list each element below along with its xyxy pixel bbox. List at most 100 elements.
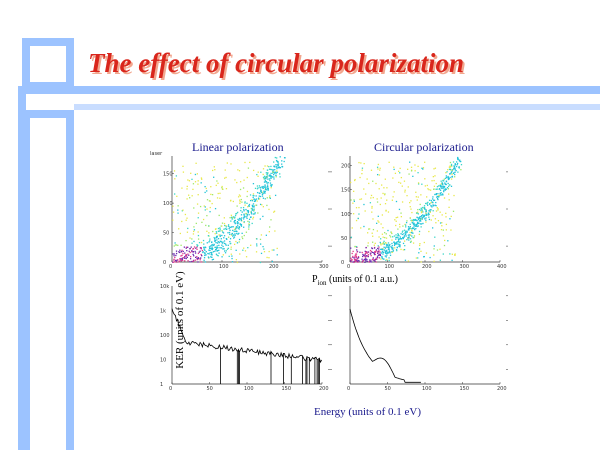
scatter-point — [361, 260, 364, 262]
scatter-point — [383, 194, 386, 196]
scatter-point — [264, 180, 266, 182]
scatter-point — [177, 209, 179, 211]
scatter-point — [240, 218, 242, 221]
scatter-point — [213, 166, 215, 168]
scatter-point — [409, 241, 412, 243]
scatter-point — [176, 261, 178, 263]
scatter-point — [405, 232, 407, 234]
scatter-point — [376, 251, 379, 253]
scatter-point — [276, 247, 278, 250]
scatter-point — [248, 226, 250, 228]
scatter-point — [409, 234, 412, 236]
scatter-point — [368, 228, 370, 230]
scatter-point — [414, 170, 416, 172]
scatter-point — [222, 232, 225, 234]
scatter-point — [369, 202, 372, 204]
scatter-point — [272, 172, 274, 174]
scatter-point — [223, 222, 226, 225]
scatter-point — [194, 259, 197, 261]
scatter-point — [414, 229, 416, 231]
scatter-point — [437, 193, 439, 195]
scatter-point — [382, 249, 384, 251]
scatter-point — [444, 189, 447, 191]
scatter-point — [201, 221, 203, 224]
scatter-point — [208, 257, 210, 259]
scatter-point — [198, 241, 201, 244]
scatter-point — [223, 240, 226, 242]
scatter-point — [195, 247, 197, 249]
scatter-point — [443, 189, 445, 191]
scatter-point — [375, 261, 377, 263]
scatter-point — [210, 186, 212, 188]
scatter-point — [450, 229, 452, 231]
scatter-point — [429, 189, 432, 191]
scatter-point — [283, 160, 285, 163]
scatter-point — [364, 210, 366, 212]
scatter-point — [399, 246, 401, 248]
scatter-point — [192, 183, 195, 185]
scatter-point — [416, 216, 418, 218]
scatter-point — [238, 238, 241, 241]
scatter-point — [268, 250, 270, 253]
scatter-point — [255, 199, 257, 201]
scatter-point — [398, 241, 401, 243]
scatter-point — [364, 252, 367, 255]
scatter-point — [439, 189, 442, 191]
scatter-point — [396, 246, 398, 249]
scatter-point — [275, 172, 278, 174]
scatter-point — [370, 259, 372, 261]
scatter-point — [428, 218, 431, 221]
scatter-point — [245, 213, 247, 215]
scatter-point — [231, 255, 233, 257]
scatter-point — [458, 166, 460, 168]
scatter-point — [279, 173, 281, 175]
scatter-point — [177, 205, 179, 207]
scatter-point — [374, 253, 377, 256]
scatter-point — [457, 171, 459, 173]
scatter-point — [221, 244, 223, 246]
scatter-point — [354, 179, 356, 182]
scatter-point — [216, 247, 218, 249]
scatter-point — [370, 250, 373, 253]
scatter-point — [215, 228, 217, 230]
scatter-point — [255, 198, 258, 200]
scatter-point — [361, 255, 364, 258]
scatter-point — [235, 213, 237, 215]
scatter-point — [379, 169, 381, 171]
scatter-point — [268, 257, 270, 259]
scatter-point — [262, 168, 265, 170]
scatter-point — [187, 253, 189, 255]
scatter-point — [415, 196, 418, 198]
scatter-point — [185, 253, 187, 256]
hist-x-tick-label: 50 — [207, 386, 213, 392]
scatter-point — [385, 244, 388, 246]
scatter-point — [413, 223, 415, 225]
scatter-point — [223, 237, 225, 239]
scatter-point — [246, 215, 248, 217]
scatter-point — [253, 213, 256, 215]
scatter-point — [352, 255, 354, 258]
scatter-point — [365, 259, 367, 261]
scatter-point — [271, 249, 273, 251]
scatter-point — [432, 176, 435, 178]
scatter-point — [359, 198, 361, 201]
scatter-point — [355, 255, 357, 257]
scatter-point — [362, 259, 365, 262]
scatter-point — [225, 238, 228, 240]
scatter-point — [256, 200, 258, 202]
scatter-point — [355, 253, 358, 255]
scatter-point — [451, 170, 453, 172]
scatter-y-tick-label: 200 — [341, 164, 351, 170]
scatter-point — [247, 246, 249, 249]
scatter-point — [383, 231, 386, 234]
scatter-point — [403, 236, 405, 238]
scatter-point — [230, 199, 232, 202]
scatter-point — [449, 168, 451, 171]
scatter-point — [255, 204, 257, 206]
scatter-point — [375, 257, 377, 259]
scatter-point — [417, 211, 419, 213]
scatter-point — [398, 243, 400, 245]
scatter-point — [429, 256, 431, 259]
scatter-point — [442, 194, 444, 196]
scatter-point — [247, 212, 250, 214]
